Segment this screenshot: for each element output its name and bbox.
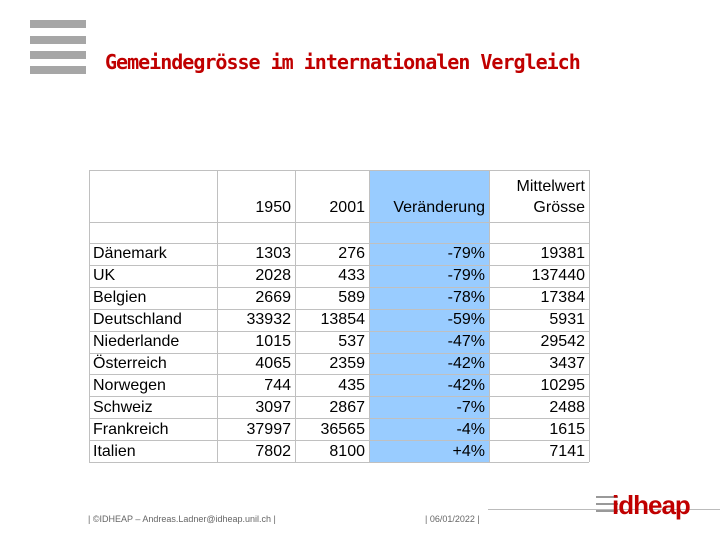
- table-cell: 29542: [540, 333, 586, 351]
- grid-line: [89, 286, 589, 288]
- slide-title: Gemeindegrösse im internationalen Vergle…: [105, 50, 581, 74]
- footer-date: | 06/01/2022 |: [425, 514, 480, 524]
- table-cell: 589: [338, 289, 365, 307]
- grid-line: [589, 170, 590, 462]
- table-cell: -47%: [447, 333, 485, 351]
- grid-line: [89, 243, 589, 244]
- table-cell: -42%: [447, 376, 485, 394]
- table-cell: 19381: [540, 245, 586, 263]
- table-cell: 4065: [255, 354, 291, 372]
- logo-line: [596, 496, 618, 498]
- table-cell: -59%: [447, 311, 485, 329]
- table-cell: 7802: [255, 442, 291, 460]
- menu-bar: [30, 36, 86, 44]
- grid-line: [89, 264, 589, 266]
- grid-line: [89, 374, 589, 376]
- table-cell: 5931: [549, 311, 585, 329]
- grid-line: [89, 330, 589, 332]
- table-cell: 2028: [255, 267, 291, 285]
- data-table: 1950 2001 Veränderung Mittelwert Grösse Däne…: [89, 170, 590, 463]
- table-cell: 1015: [255, 333, 291, 351]
- grid-line: [89, 170, 589, 171]
- table-cell: 137440: [531, 267, 585, 285]
- grid-line: [89, 352, 589, 354]
- table-cell: 537: [338, 333, 365, 351]
- grid-line: [89, 462, 589, 463]
- table-cell: 8100: [329, 442, 365, 460]
- footer-rule: [488, 509, 720, 510]
- table-cell: 10295: [540, 376, 586, 394]
- table-cell: -78%: [447, 289, 485, 307]
- table-cell: 276: [338, 245, 365, 263]
- grid-line: [89, 418, 589, 420]
- grid-line: [89, 222, 589, 223]
- table-cell: 433: [338, 267, 365, 285]
- table-cell: 1303: [255, 245, 291, 263]
- table-cell: 37997: [246, 420, 292, 438]
- menu-bar: [30, 66, 86, 74]
- table-cell: -79%: [447, 245, 485, 263]
- grid-line: [89, 308, 589, 310]
- logo-line: [596, 503, 618, 505]
- table-cell: -7%: [456, 398, 485, 416]
- row-label: Österreich: [93, 354, 167, 372]
- grid-line: [89, 396, 589, 398]
- row-label: Dänemark: [93, 245, 167, 263]
- column-header: Veränderung: [393, 199, 485, 216]
- table-cell: 2359: [329, 354, 365, 372]
- table-cell: 2669: [255, 289, 291, 307]
- table-cell: 7141: [549, 442, 585, 460]
- table-cell: 2488: [549, 398, 585, 416]
- table-cell: 3097: [255, 398, 291, 416]
- grid-line: [89, 440, 589, 442]
- row-label: Schweiz: [93, 398, 153, 416]
- table-cell: 435: [338, 376, 365, 394]
- table-cell: 17384: [540, 289, 586, 307]
- column-header: 2001: [329, 199, 365, 216]
- grid-line: [295, 170, 296, 462]
- grid-line: [489, 170, 490, 462]
- table-cell: -79%: [447, 267, 485, 285]
- table-cell: -4%: [456, 420, 485, 438]
- logo: idheap: [612, 490, 691, 520]
- table-cell: 33932: [246, 311, 292, 329]
- menu-bar: [30, 51, 86, 59]
- table-cell: +4%: [452, 442, 485, 460]
- table-cell: 1615: [549, 420, 585, 438]
- row-label: Niederlande: [93, 333, 180, 351]
- grid-line: [89, 170, 90, 462]
- highlight-column: [369, 170, 489, 462]
- row-label: Italien: [93, 442, 136, 460]
- grid-line: [217, 170, 218, 462]
- row-label: UK: [93, 267, 116, 285]
- table-cell: 13854: [320, 311, 366, 329]
- table-cell: 36565: [320, 420, 366, 438]
- row-label: Norwegen: [93, 376, 166, 394]
- footer-copyright: | ©IDHEAP – Andreas.Ladner@idheap.unil.c…: [88, 514, 276, 524]
- table-cell: -42%: [447, 354, 485, 372]
- column-header: Mittelwert Grösse: [516, 178, 585, 216]
- row-label: Belgien: [93, 289, 147, 307]
- table-cell: 2867: [329, 398, 365, 416]
- table-cell: 744: [264, 376, 291, 394]
- column-header: 1950: [255, 199, 291, 216]
- grid-line: [369, 170, 370, 462]
- logo-line: [596, 510, 618, 512]
- row-label: Deutschland: [93, 311, 182, 329]
- row-label: Frankreich: [93, 420, 169, 438]
- table-cell: 3437: [549, 354, 585, 372]
- menu-bar: [30, 20, 86, 28]
